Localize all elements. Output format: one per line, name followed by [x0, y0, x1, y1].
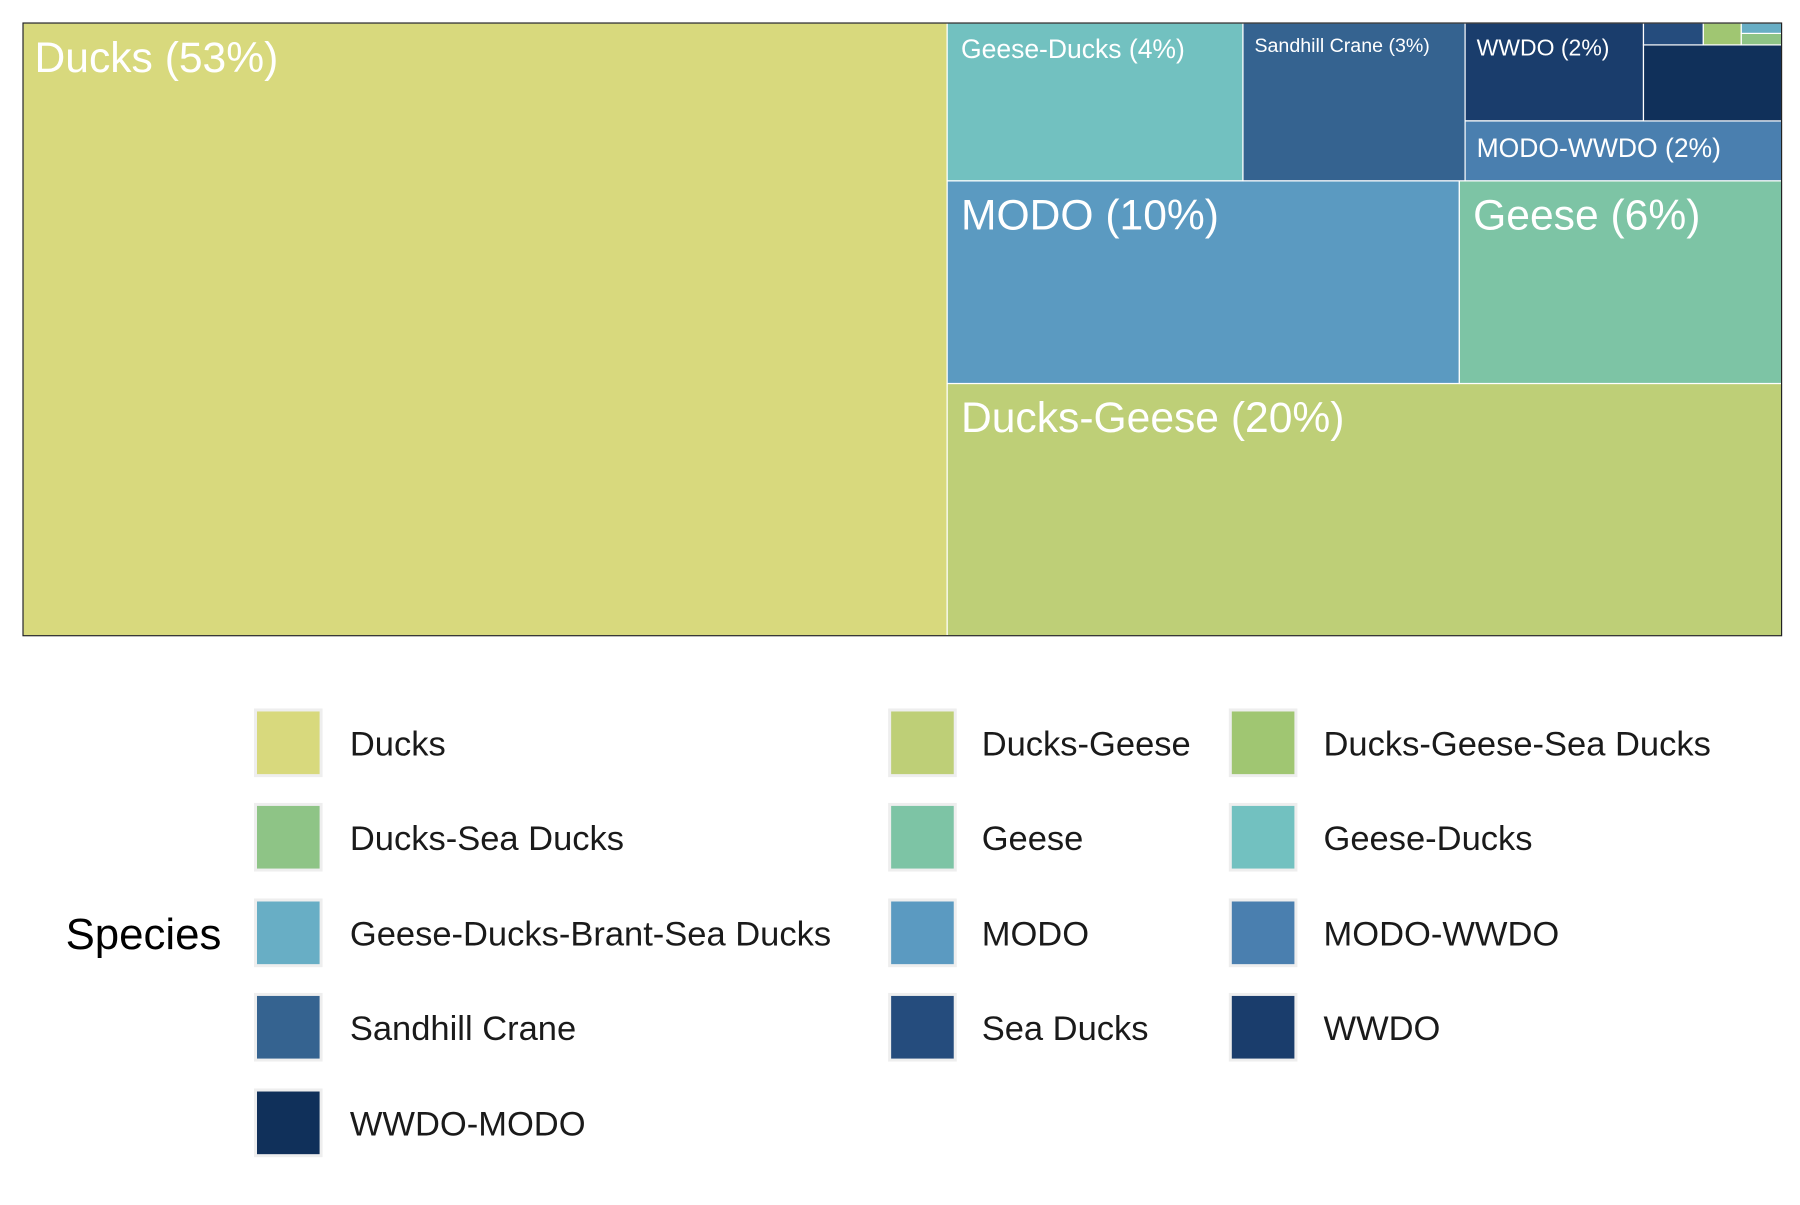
legend-swatch-ducks-geese-sea-ducks	[1228, 708, 1298, 778]
plot-border	[22, 22, 1783, 637]
legend-label-geese-ducks: Geese-Ducks	[1324, 820, 1533, 858]
legend-swatch-geese-ducks	[1228, 802, 1298, 872]
legend-label-wwdo: WWDO	[1324, 1010, 1441, 1048]
treemap-tiles: Ducks (53%) Ducks-Geese (20%) MODO (10%) Ge…	[22, 22, 1783, 637]
legend-title: Species	[66, 910, 222, 959]
tile-wwdo-modo	[1642, 44, 1783, 122]
legend-swatch-modo	[888, 898, 957, 968]
legend-label-modo: MODO	[982, 915, 1089, 953]
legend-swatch-sandhill-crane	[253, 992, 323, 1062]
legend-label-geese-ducks-brant-sea-ducks: Geese-Ducks-Brant-Sea Ducks	[350, 915, 831, 953]
legend-label-wwdo-modo: WWDO-MODO	[350, 1106, 586, 1144]
legend: Species Ducks Ducks-Geese Ducks-Geese-Sea …	[66, 708, 1711, 1158]
tile-modo	[946, 180, 1460, 385]
tile-modo-wwdo	[1464, 120, 1783, 182]
tile-label-modo: MODO (10%)	[961, 192, 1219, 240]
legend-swatch-ducks	[253, 708, 323, 778]
tile-sea-ducks	[1642, 22, 1704, 46]
legend-label-modo-wwdo: MODO-WWDO	[1324, 915, 1560, 953]
tile-ducks-geese	[946, 382, 1783, 637]
tile-label-ducks-geese: Ducks-Geese (20%)	[961, 394, 1344, 442]
legend-swatch-wwdo	[1228, 992, 1298, 1062]
tile-label-sandhill-crane: Sandhill Crane (3%)	[1254, 35, 1429, 57]
legend-label-ducks-geese-sea-ducks: Ducks-Geese-Sea Ducks	[1324, 725, 1711, 763]
tile-geese-ducks-brant-sea-ducks	[1740, 22, 1783, 34]
legend-label-sea-ducks: Sea Ducks	[982, 1010, 1149, 1048]
legend-label-geese: Geese	[982, 820, 1084, 858]
legend-swatch-geese	[888, 802, 957, 872]
tile-geese-ducks	[946, 22, 1244, 182]
tile-wwdo	[1464, 22, 1645, 122]
tile-ducks	[22, 22, 948, 637]
legend-label-ducks-geese: Ducks-Geese	[982, 725, 1191, 763]
tile-ducks-sea-ducks	[1740, 32, 1783, 46]
legend-swatch-modo-wwdo	[1228, 898, 1298, 968]
legend-swatch-sea-ducks	[888, 992, 957, 1062]
tile-label-ducks: Ducks (53%)	[35, 34, 279, 82]
legend-label-ducks-sea-ducks: Ducks-Sea Ducks	[350, 820, 624, 858]
legend-swatch-geese-ducks-brant-sea-ducks	[253, 898, 323, 968]
tile-sandhill-crane	[1242, 22, 1466, 182]
tile-label-geese-ducks: Geese-Ducks (4%)	[961, 34, 1185, 64]
legend-swatch-ducks-geese	[888, 708, 957, 778]
legend-swatch-ducks-sea-ducks	[253, 802, 323, 872]
legend-swatch-wwdo-modo	[253, 1088, 323, 1158]
legend-label-sandhill-crane: Sandhill Crane	[350, 1010, 576, 1048]
tile-label-geese: Geese (6%)	[1473, 192, 1700, 240]
tile-label-modo-wwdo: MODO-WWDO (2%)	[1477, 133, 1721, 163]
tile-label-wwdo: WWDO (2%)	[1477, 35, 1610, 61]
tile-ducks-geese-sea-ducks	[1702, 22, 1742, 46]
legend-label-ducks: Ducks	[350, 725, 446, 763]
